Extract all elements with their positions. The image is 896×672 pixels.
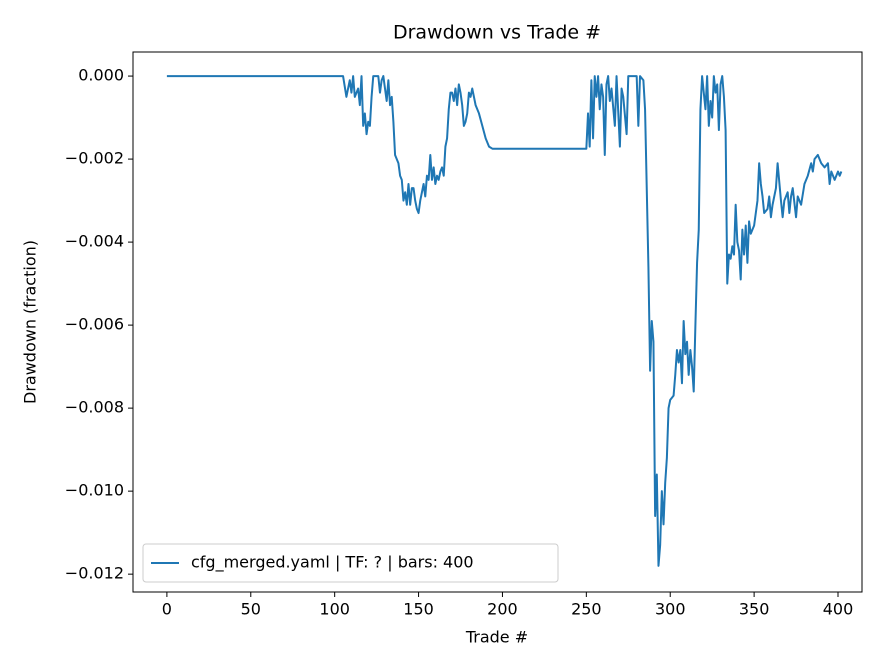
x-tick-label: 150 — [403, 600, 434, 619]
y-tick-label: −0.004 — [65, 232, 124, 251]
y-axis-label: Drawdown (fraction) — [21, 240, 40, 404]
x-axis-label: Trade # — [465, 628, 528, 647]
y-tick-label: −0.012 — [65, 564, 124, 583]
x-tick-label: 250 — [571, 600, 602, 619]
y-tick-label: −0.006 — [65, 315, 124, 334]
x-tick-label: 350 — [739, 600, 770, 619]
chart-title: Drawdown vs Trade # — [393, 22, 601, 44]
y-tick-label: −0.010 — [65, 481, 124, 500]
x-tick-label: 0 — [162, 600, 172, 619]
legend-label: cfg_merged.yaml | TF: ? | bars: 400 — [191, 553, 474, 573]
data-line — [166, 75, 843, 567]
y-tick-label: −0.002 — [65, 149, 124, 168]
legend-box — [142, 543, 559, 583]
x-tick-label: 50 — [241, 600, 261, 619]
y-tick-label: 0.000 — [78, 66, 124, 85]
y-tick-label: −0.008 — [65, 398, 124, 417]
plot-frame — [132, 51, 863, 593]
x-tick-label: 200 — [487, 600, 518, 619]
x-tick-label: 100 — [319, 600, 350, 619]
x-tick-label: 400 — [823, 600, 854, 619]
x-tick-label: 300 — [655, 600, 686, 619]
